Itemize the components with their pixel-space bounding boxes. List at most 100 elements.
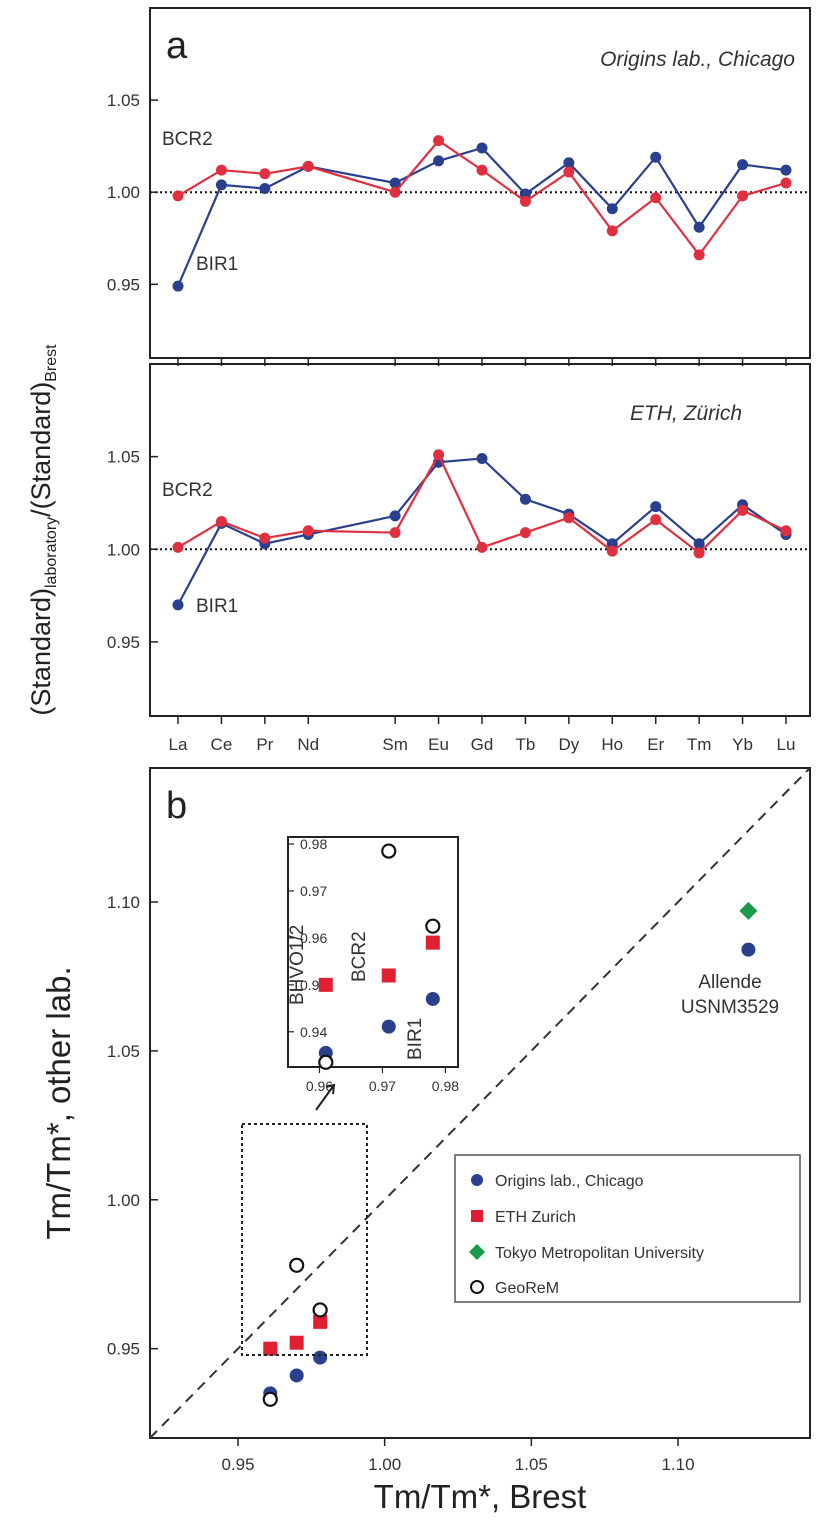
panel-label-b: b	[166, 785, 187, 827]
point-a2-bcr2-Ce	[215, 515, 227, 527]
legend-label-eth: ETH Zurich	[495, 1209, 576, 1226]
point-a1-bcr2-Ce	[215, 164, 227, 176]
point-b-tokyo-metropolitan-university-0	[739, 901, 758, 920]
point-a2-bcr2-La	[172, 541, 184, 553]
point-a1-bcr2-Tb	[519, 195, 531, 207]
point-a1-bir1-Pr	[259, 183, 271, 195]
lab-label-eth: ETH, Zürich	[630, 402, 742, 425]
point-b-eth-zurich-2	[313, 1314, 328, 1329]
point-a2-bir1-La	[172, 599, 184, 611]
legend-label-georem: GeoReM	[495, 1280, 559, 1297]
point-a2-bcr2-Eu	[433, 449, 445, 461]
legend-marker-georem	[470, 1280, 484, 1294]
y-tick-label-b-3: 1.10	[107, 893, 140, 912]
x-tick-label-a2-Yb: Yb	[732, 735, 753, 754]
identity-line	[149, 767, 811, 1439]
series-line-a2-bir1	[177, 457, 787, 606]
inset-y-tick-label-4: 0.98	[300, 836, 327, 852]
point-a1-bir1-Lu	[780, 164, 792, 176]
point-a2-bir1-Tb	[519, 493, 531, 505]
point-a1-bcr2-La	[172, 190, 184, 202]
x-tick-label-a2-Ce: Ce	[211, 735, 233, 754]
point-a2-bcr2-Lu	[780, 525, 792, 537]
inset-label-bir1: BIR1	[405, 1018, 426, 1060]
x-tick-label-a2-Gd: Gd	[471, 735, 494, 754]
point-inset-origins-lab-chicago-2	[425, 991, 440, 1006]
point-a1-bir1-Sm	[389, 177, 401, 189]
panel-a2-frame	[149, 363, 811, 717]
point-a1-bir1-La	[172, 280, 184, 292]
y-tick-label-b-0: 0.95	[107, 1340, 140, 1359]
point-a1-bcr2-Eu	[433, 135, 445, 147]
x-tick-label-a2-La: La	[169, 735, 188, 754]
point-a1-bir1-Ce	[215, 179, 227, 191]
panel-a1-frame	[149, 7, 811, 359]
legend-frame	[454, 1154, 801, 1303]
inset-x-tick-label-0: 0.96	[306, 1078, 333, 1094]
panel-b-scatter: b Tm/Tm*, Brest Tm/Tm*, other lab. Allen…	[40, 767, 811, 1515]
y-tick-label-b-1: 1.00	[107, 1191, 140, 1210]
legend-label-tokyo: Tokyo Metropolitan University	[495, 1245, 704, 1262]
point-a2-bcr2-Ho	[606, 545, 618, 557]
point-a2-bir1-Tm	[693, 538, 705, 550]
legend-label-chicago: Origins lab., Chicago	[495, 1173, 644, 1190]
point-a1-bir1-Er	[650, 151, 662, 163]
point-inset-georem-2	[425, 918, 441, 934]
zoom-arrow	[315, 1083, 336, 1111]
x-tick-label-b-3: 1.10	[661, 1455, 694, 1474]
series-label-bir1: BIR1	[196, 254, 238, 275]
point-a1-bir1-Dy	[563, 157, 575, 169]
point-inset-eth-zurich-0	[318, 977, 333, 992]
point-inset-georem-1	[381, 843, 397, 859]
point-b-origins-lab-chicago-2	[313, 1350, 328, 1365]
x-tick-label-a2-Tb: Tb	[516, 735, 536, 754]
point-a2-bcr2-Gd	[476, 541, 488, 553]
point-a2-bir1-Er	[650, 501, 662, 513]
point-a2-bcr2-Tb	[519, 527, 531, 539]
point-a1-bcr2-Er	[650, 192, 662, 204]
y-label-mid: /(Standard)	[26, 382, 56, 517]
y-label-sub-brest: Brest	[43, 344, 60, 382]
point-a2-bcr2-Dy	[563, 512, 575, 524]
point-a2-bcr2-Tm	[693, 547, 705, 559]
x-tick-label-a2-Lu: Lu	[777, 735, 796, 754]
point-b-eth-zurich-0	[263, 1341, 278, 1356]
x-axis-label-b: Tm/Tm*, Brest	[374, 1478, 587, 1515]
point-a1-bcr2-Lu	[780, 177, 792, 189]
annotation-usnm3529: USNM3529	[681, 997, 779, 1018]
y-tick-label-a1-1: 1.00	[107, 183, 140, 202]
point-a1-bir1-Yb	[737, 159, 749, 171]
y-tick-label-a2-2: 1.05	[107, 448, 140, 467]
x-tick-label-b-1: 1.00	[368, 1455, 401, 1474]
point-a2-bcr2-Nd	[302, 525, 314, 537]
y-tick-label-a1-0: 0.95	[107, 275, 140, 294]
point-a2-bcr2-Er	[650, 514, 662, 526]
series-label-bcr2-eth: BCR2	[162, 480, 213, 501]
point-b-eth-zurich-1	[289, 1335, 304, 1350]
y-tick-label-b-2: 1.05	[107, 1042, 140, 1061]
point-a1-bcr2-Yb	[737, 190, 749, 202]
x-tick-label-a2-Er: Er	[647, 735, 664, 754]
legend-marker-chicago	[471, 1174, 483, 1186]
inset-label-bcr2: BCR2	[349, 931, 370, 982]
point-inset-eth-zurich-1	[381, 968, 396, 983]
series-label-bcr2: BCR2	[162, 129, 213, 150]
point-inset-georem-0	[318, 1054, 334, 1070]
point-a1-bcr2-Tm	[693, 249, 705, 261]
x-tick-label-a2-Dy: Dy	[558, 735, 579, 754]
lab-label-chicago: Origins lab., Chicago	[600, 48, 795, 71]
panel-a-chicago: a Origins lab., Chicago BCR2 BIR1 0.95 1.…	[107, 7, 811, 366]
point-a2-bcr2-Sm	[389, 527, 401, 539]
panel-label-a: a	[166, 25, 188, 67]
point-b-georem-2	[312, 1302, 328, 1318]
zoom-region-box	[241, 1123, 368, 1356]
point-a1-bcr2-Ho	[606, 225, 618, 237]
panel-b-frame	[149, 767, 811, 1439]
x-tick-label-b-2: 1.05	[515, 1455, 548, 1474]
y-axis-label-a: (Standard)laboratory/(Standard)Brest	[26, 344, 60, 716]
point-a2-bir1-Sm	[389, 510, 401, 522]
point-a1-bcr2-Pr	[259, 168, 271, 180]
inset-frame	[287, 836, 459, 1068]
point-a1-bcr2-Gd	[476, 164, 488, 176]
panel-a-eth: ETH, Zürich BCR2 BIR1 0.95 1.00 1.05 La Ce Pr…	[107, 363, 811, 754]
